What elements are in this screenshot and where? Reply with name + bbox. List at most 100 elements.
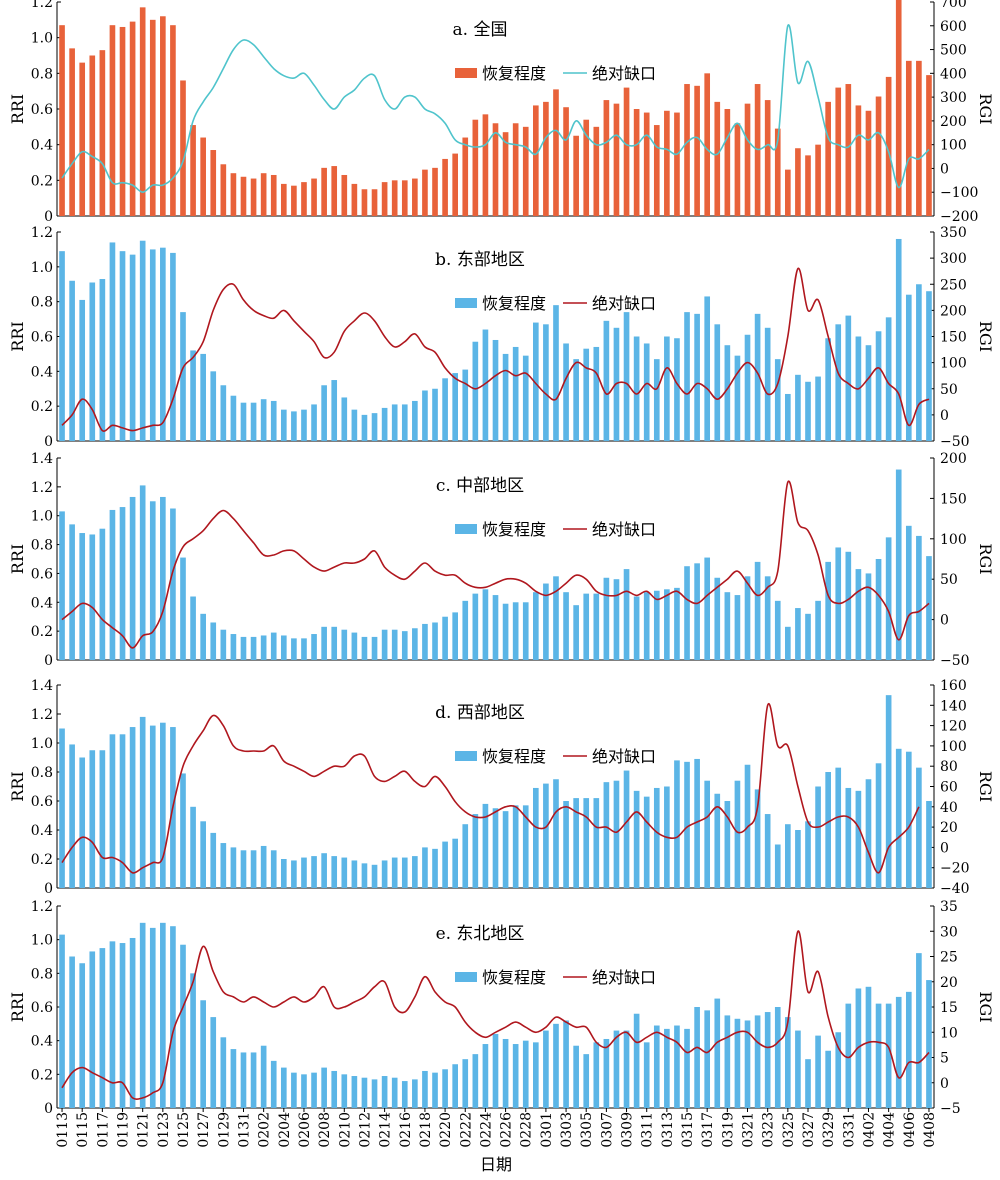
bar: [482, 589, 489, 660]
bar: [512, 805, 519, 888]
bar: [845, 787, 852, 888]
bar: [512, 1044, 519, 1108]
bar: [895, 748, 902, 888]
x-tick-label: 0125: [176, 1112, 192, 1148]
bar: [522, 126, 529, 216]
bar: [472, 814, 479, 888]
right-tick-label: 100: [940, 138, 967, 154]
bar: [926, 556, 932, 660]
bar: [170, 926, 176, 1108]
bar: [724, 592, 731, 660]
bar: [805, 155, 811, 216]
right-tick-label: 50: [940, 572, 958, 588]
bar: [926, 801, 932, 888]
bar: [774, 128, 781, 216]
bar: [643, 796, 650, 888]
bar: [543, 324, 549, 441]
bar: [805, 381, 811, 441]
bar: [865, 986, 872, 1108]
left-tick-label: 0.4: [31, 1034, 53, 1050]
bar: [190, 973, 196, 1108]
bar: [664, 589, 670, 660]
bar: [301, 1074, 307, 1108]
bar: [381, 629, 388, 660]
bar: [422, 1070, 428, 1108]
left-tick-label: 0.4: [31, 364, 53, 380]
bar: [563, 801, 569, 888]
bar: [865, 345, 872, 441]
bar: [734, 595, 741, 660]
bar: [432, 622, 438, 660]
bar: [774, 1007, 781, 1108]
bar: [220, 843, 227, 888]
bar: [653, 787, 660, 888]
bar: [734, 123, 741, 216]
bar: [805, 1059, 811, 1108]
y2-axis-label: RGI: [976, 991, 995, 1022]
bar: [512, 602, 519, 660]
bar: [532, 787, 539, 888]
bar: [59, 25, 65, 216]
bar: [744, 103, 751, 216]
right-tick-label: 600: [940, 19, 967, 35]
bar: [633, 336, 640, 441]
right-tick-label: 20: [940, 975, 958, 991]
bar: [472, 341, 479, 441]
bar: [160, 722, 166, 888]
bar: [79, 757, 86, 888]
bar: [563, 592, 569, 660]
left-tick-label: 0: [44, 653, 53, 669]
panel-title: b. 东部地区: [435, 250, 525, 270]
left-tick-label: 1.2: [31, 225, 53, 241]
bar: [462, 137, 469, 216]
x-tick-label: 0404: [882, 1112, 898, 1148]
bar: [230, 173, 237, 216]
bar: [694, 563, 700, 660]
bar: [684, 761, 690, 888]
x-tick-label: 0214: [378, 1112, 394, 1148]
right-tick-label: 0: [940, 161, 949, 177]
bar: [462, 600, 469, 660]
left-tick-label: 0.2: [31, 399, 53, 415]
bar: [825, 338, 831, 441]
panel-title: c. 中部地区: [436, 476, 524, 496]
x-tick-label: 0331: [841, 1112, 857, 1148]
bar: [512, 123, 519, 216]
bar: [724, 801, 731, 888]
bar: [774, 844, 781, 888]
bar: [472, 593, 479, 660]
bar: [160, 496, 166, 660]
x-tick-label: 0319: [720, 1112, 736, 1148]
bar: [905, 991, 912, 1108]
bar: [795, 830, 801, 888]
chart-panels: 00.20.40.60.81.01.2−200−1000100200300400…: [8, 0, 995, 1117]
bar: [815, 600, 821, 660]
bar: [502, 132, 509, 216]
bar: [432, 167, 438, 216]
bar: [412, 400, 418, 441]
bar: [200, 137, 206, 216]
bar: [785, 626, 791, 660]
bar: [331, 380, 338, 441]
bar: [795, 608, 801, 660]
bar: [593, 593, 600, 660]
bar: [734, 1018, 741, 1108]
bar: [291, 411, 297, 441]
bar: [361, 1077, 368, 1108]
bar: [351, 409, 358, 441]
bar: [149, 725, 156, 888]
right-tick-label: 50: [940, 382, 958, 398]
right-tick-label: 100: [940, 532, 967, 548]
bar: [462, 369, 469, 441]
bar: [361, 636, 368, 660]
bar: [260, 399, 267, 441]
bar: [805, 821, 811, 888]
bar: [805, 613, 811, 660]
bar: [553, 779, 559, 888]
bar: [180, 80, 186, 216]
bar: [532, 1042, 539, 1108]
bar: [754, 1015, 761, 1108]
bar: [825, 772, 831, 888]
right-tick-label: 300: [940, 251, 967, 267]
bar: [260, 635, 267, 660]
